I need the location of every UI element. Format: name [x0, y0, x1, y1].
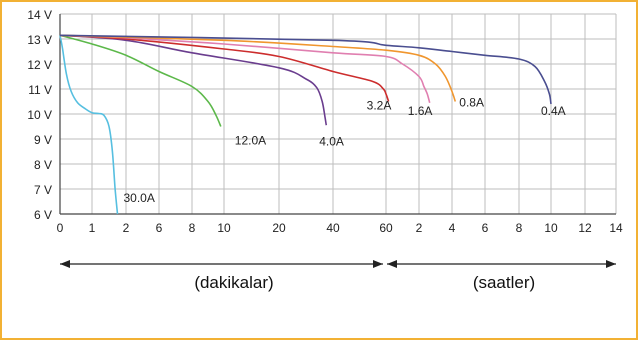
curve-label-0.4A: 0.4A — [541, 104, 566, 118]
x-tick-label: 12 — [578, 221, 592, 235]
hours-arrow-head-left — [387, 260, 397, 268]
x-tick-label: 60 — [379, 221, 393, 235]
x-tick-label: 14 — [609, 221, 623, 235]
y-tick-label: 8 V — [34, 158, 52, 172]
curve-labels: 30.0A 12.0A 4.0A 3.2A 1.6A 0.8A 0.4A — [124, 96, 566, 206]
curve-4.0A — [59, 34, 328, 126]
curve-label-3.2A: 3.2A — [367, 99, 392, 113]
x-tick-label: 1 — [89, 221, 96, 235]
minutes-arrow-head-left — [60, 260, 70, 268]
curve-0.4A — [59, 34, 552, 105]
segment-label-minutes: (dakikalar) — [194, 273, 273, 292]
y-tick-label: 12 V — [27, 58, 52, 72]
curve-label-0.8A: 0.8A — [459, 96, 484, 110]
curve-label-4.0A: 4.0A — [319, 134, 344, 148]
x-tick-label: 6 — [156, 221, 163, 235]
x-tick-label: 10 — [217, 221, 231, 235]
discharge-curves — [59, 34, 552, 215]
x-tick-label: 10 — [544, 221, 558, 235]
curve-label-12.0A: 12.0A — [235, 134, 266, 148]
time-unit-arrows — [60, 260, 616, 268]
curve-1.6A — [59, 34, 431, 104]
curve-3.2A — [59, 34, 390, 102]
y-tick-label: 14 V — [27, 8, 52, 22]
curve-0.8A — [59, 34, 457, 102]
y-tick-label: 7 V — [34, 183, 52, 197]
x-tick-label: 8 — [516, 221, 523, 235]
x-tick-label: 40 — [326, 221, 340, 235]
x-tick-label: 6 — [482, 221, 489, 235]
x-axis-ticks: 0 1 2 6 8 10 20 40 60 2 4 6 8 10 12 14 — [57, 221, 623, 235]
curve-label-1.6A: 1.6A — [408, 104, 433, 118]
x-tick-label: 8 — [189, 221, 196, 235]
x-tick-label: 2 — [416, 221, 423, 235]
y-tick-label: 6 V — [34, 208, 52, 222]
curve-30.0A — [59, 35, 119, 215]
y-axis-ticks: 6 V 7 V 8 V 9 V 10 V 11 V 12 V 13 V 14 V — [27, 8, 52, 222]
x-tick-label: 2 — [123, 221, 130, 235]
grid-lines — [59, 13, 617, 215]
y-tick-label: 11 V — [28, 83, 52, 97]
segment-label-hours: (saatler) — [473, 273, 535, 292]
hours-arrow-head-right — [606, 260, 616, 268]
minutes-arrow-head-right — [373, 260, 383, 268]
curve-label-30.0A: 30.0A — [124, 191, 155, 205]
y-tick-label: 13 V — [27, 33, 52, 47]
y-tick-label: 9 V — [34, 133, 52, 147]
x-tick-label: 4 — [449, 221, 456, 235]
x-tick-label: 20 — [272, 221, 286, 235]
y-tick-label: 10 V — [27, 108, 52, 122]
x-tick-label: 0 — [57, 221, 64, 235]
curve-12.0A — [59, 34, 222, 127]
